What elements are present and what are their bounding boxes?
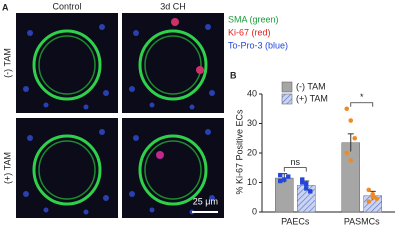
data-point (308, 189, 313, 194)
legend-swatch (281, 81, 293, 93)
stain-label: SMA (green) (228, 14, 279, 24)
data-point (278, 172, 283, 178)
cell (196, 66, 204, 74)
data-point (352, 135, 358, 141)
data-point (374, 196, 380, 202)
data-point (366, 187, 372, 193)
bar (275, 177, 294, 213)
data-point (300, 177, 305, 182)
y-tick-label: 0 (252, 206, 257, 216)
stain-label: To-Pro-3 (blue) (228, 40, 288, 50)
cell (156, 151, 164, 159)
y-tick-label: 40 (247, 88, 257, 98)
data-point (282, 177, 287, 182)
panel-letter: A (2, 2, 9, 12)
data-point (286, 174, 291, 179)
micrograph (14, 11, 120, 115)
data-point (304, 181, 309, 187)
scale-label: 25 μm (193, 196, 218, 206)
data-point (300, 180, 305, 185)
y-tick-label: 20 (247, 147, 257, 157)
panel-letter: B (230, 70, 237, 80)
data-point (348, 158, 354, 163)
micrograph (120, 11, 226, 115)
bar (341, 142, 360, 213)
y-tick-label: 10 (247, 177, 257, 187)
data-point (344, 106, 350, 112)
significance-label: * (360, 92, 364, 102)
column-label: Control (52, 1, 81, 11)
data-point (370, 194, 376, 200)
data-point (344, 150, 350, 156)
data-point (278, 178, 283, 184)
legend-label: (+) TAM (296, 93, 328, 103)
micrograph-panel (14, 11, 226, 220)
y-tick-label: 30 (247, 118, 257, 128)
x-tick-label: PAECs (281, 216, 310, 226)
row-label: (-) TAM (2, 48, 12, 78)
data-point (348, 118, 354, 123)
significance-bracket (350, 102, 374, 107)
micrograph (14, 116, 120, 220)
significance-bracket (283, 167, 307, 172)
y-axis-label: % Ki-67 Positive ECs (234, 109, 244, 195)
x-tick-label: PASMCs (344, 216, 380, 226)
data-point (366, 199, 372, 204)
figure: A Control 3d CH (-) TAM (+) TAM 25 μm B … (2, 1, 395, 226)
legend-swatch (281, 93, 293, 105)
significance-label: ns (290, 157, 300, 167)
data-point (304, 186, 309, 191)
cell (171, 18, 179, 26)
row-label: (+) TAM (2, 152, 12, 184)
legend-label: (-) TAM (296, 81, 326, 91)
stain-label: Ki-67 (red) (228, 27, 271, 37)
column-label: 3d CH (160, 1, 186, 11)
